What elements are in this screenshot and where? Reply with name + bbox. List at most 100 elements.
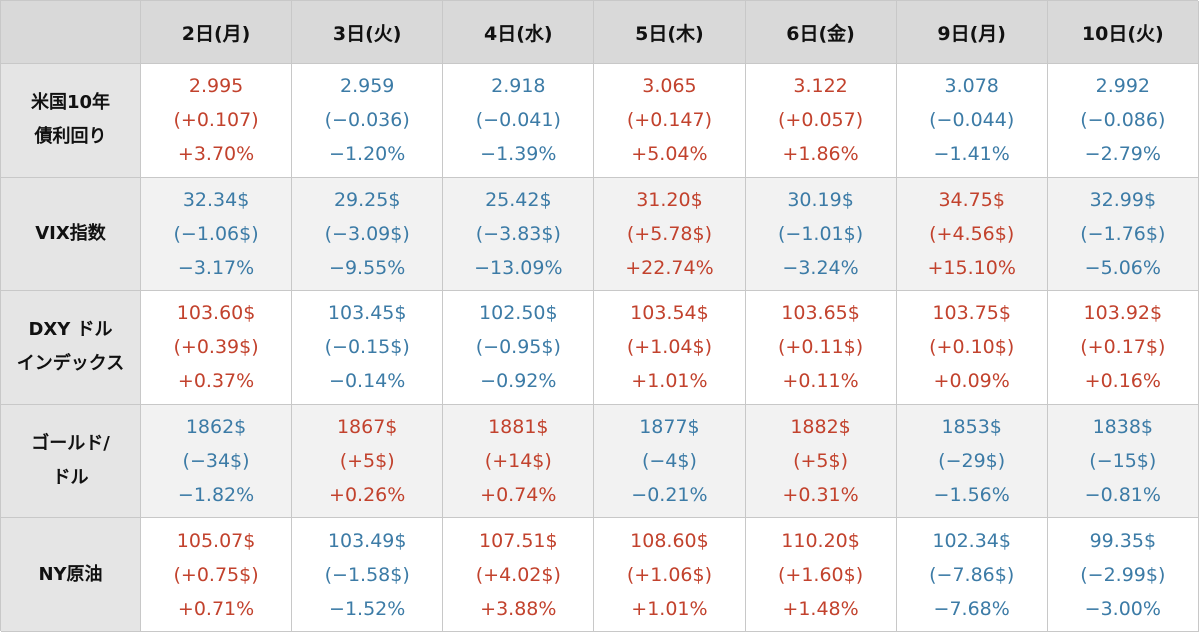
row-header: ゴールド/ドル [1, 404, 141, 519]
cell-value: 25.42$ [485, 188, 552, 211]
table-cell: 2.959 (−0.036) −1.20% [292, 64, 444, 178]
row-header-label: ドル [52, 467, 89, 489]
table-cell: 103.54$ (+1.04$) +1.01% [594, 291, 746, 405]
table-cell: 110.20$ (+1.60$) +1.48% [745, 518, 897, 632]
cell-change: (−0.036) [324, 109, 410, 132]
cell-change: (+5$) [339, 450, 395, 473]
cell-value: 1862$ [185, 416, 247, 439]
row-header-label: インデックス [16, 353, 125, 375]
table-cell: 1838$ (−15$) −0.81% [1047, 404, 1199, 519]
cell-pct: +0.26% [329, 484, 406, 507]
cell-change: (−3.09$) [324, 222, 410, 245]
table-cell: 3.078 (−0.044) −1.41% [896, 64, 1048, 178]
cell-value: 1838$ [1092, 416, 1154, 439]
cell-change: (+0.39$) [173, 336, 259, 359]
cell-change: (−7.86$) [929, 563, 1015, 586]
cell-value: 110.20$ [781, 529, 860, 552]
cell-change: (−0.044) [929, 109, 1015, 132]
cell-value: 2.995 [188, 75, 244, 98]
row-header-label: VIX指数 [35, 222, 106, 244]
table-cell: 1853$ (−29$) −1.56% [896, 404, 1048, 519]
cell-change: (+5$) [793, 450, 849, 473]
cell-value: 3.122 [793, 75, 848, 98]
table-cell: 25.42$ (−3.83$) −13.09% [443, 177, 595, 292]
cell-value: 103.60$ [176, 302, 256, 325]
cell-change: (−0.086) [1080, 109, 1166, 132]
cell-value: 103.45$ [327, 302, 407, 325]
cell-pct: +3.70% [177, 143, 255, 166]
cell-pct: +0.09% [933, 370, 1010, 393]
column-header: 5日(木) [594, 1, 746, 64]
cell-pct: +1.86% [782, 143, 859, 166]
table-cell: 107.51$ (+4.02$) +3.88% [443, 518, 595, 632]
cell-change: (+0.17$) [1080, 336, 1166, 359]
cell-change: (−1.01$) [777, 222, 864, 245]
cell-value: 103.92$ [1083, 302, 1163, 325]
cell-change: (−34$) [182, 450, 250, 473]
cell-value: 2.992 [1095, 75, 1151, 98]
cell-value: 102.50$ [479, 302, 558, 325]
cell-pct: +0.31% [782, 484, 859, 507]
cell-value: 1882$ [790, 416, 851, 439]
table-cell: 2.918 (−0.041) −1.39% [443, 64, 595, 178]
table-cell: 103.49$ (−1.58$) −1.52% [292, 518, 444, 632]
column-header: 3日(火) [292, 1, 444, 64]
table-cell: 103.45$ (−0.15$) −0.14% [292, 291, 444, 405]
cell-pct: +1.01% [631, 597, 708, 620]
row-header-label: NY原油 [38, 563, 103, 585]
cell-change: (−0.041) [475, 109, 561, 132]
cell-pct: +15.10% [927, 256, 1016, 279]
cell-value: 29.25$ [333, 188, 401, 211]
cell-change: (+0.75$) [173, 563, 259, 586]
cell-pct: −0.14% [329, 370, 406, 393]
cell-pct: −1.20% [329, 143, 406, 166]
table-cell: 34.75$ (+4.56$) +15.10% [896, 177, 1048, 292]
cell-pct: −0.21% [631, 484, 708, 507]
cell-value: 103.75$ [932, 302, 1011, 325]
cell-pct: −7.68% [933, 597, 1010, 620]
cell-value: 32.34$ [182, 188, 250, 211]
cell-value: 1853$ [941, 416, 1002, 439]
table-cell: 103.92$ (+0.17$) +0.16% [1047, 291, 1199, 405]
cell-pct: +1.01% [631, 370, 708, 393]
cell-pct: −0.81% [1084, 484, 1161, 507]
cell-change: (+0.057) [777, 109, 864, 132]
row-header: DXY ドル インデックス [1, 291, 141, 405]
cell-pct: −9.55% [329, 256, 406, 279]
column-header: 6日(金) [745, 1, 897, 64]
cell-change: (−1.58$) [324, 563, 410, 586]
cell-value: 3.078 [944, 75, 999, 98]
table-cell: 31.20$ (+5.78$) +22.74% [594, 177, 746, 292]
cell-pct: −1.52% [329, 597, 406, 620]
cell-pct: +0.37% [177, 370, 255, 393]
cell-pct: +0.71% [177, 597, 255, 620]
cell-change: (−29$) [938, 450, 1006, 473]
cell-value: 102.34$ [932, 529, 1011, 552]
cell-change: (+0.107) [173, 109, 259, 132]
cell-change: (+4.02$) [475, 563, 561, 586]
table-cell: 1881$ (+14$) +0.74% [443, 404, 595, 519]
cell-value: 103.49$ [327, 529, 407, 552]
row-header-label: DXY ドル [28, 319, 113, 341]
cell-value: 3.065 [642, 75, 697, 98]
column-header: 4日(水) [443, 1, 595, 64]
cell-pct: −2.79% [1084, 143, 1161, 166]
cell-change: (−0.15$) [324, 336, 410, 359]
table-cell: 103.60$ (+0.39$) +0.37% [141, 291, 293, 405]
cell-pct: −3.00% [1084, 597, 1161, 620]
cell-change: (+14$) [484, 450, 552, 473]
cell-pct: −5.06% [1084, 256, 1161, 279]
column-header: 9日(月) [896, 1, 1048, 64]
cell-change: (+5.78$) [626, 222, 712, 245]
cell-value: 105.07$ [176, 529, 256, 552]
table-cell: 103.75$ (+0.10$) +0.09% [896, 291, 1048, 405]
table-cell: 108.60$ (+1.06$) +1.01% [594, 518, 746, 632]
cell-change: (+0.147) [626, 109, 712, 132]
cell-change: (+0.11$) [777, 336, 864, 359]
cell-change: (+1.06$) [626, 563, 712, 586]
cell-value: 31.20$ [636, 188, 703, 211]
cell-change: (−1.06$) [173, 222, 259, 245]
cell-change: (−15$) [1089, 450, 1157, 473]
cell-value: 2.959 [339, 75, 395, 98]
